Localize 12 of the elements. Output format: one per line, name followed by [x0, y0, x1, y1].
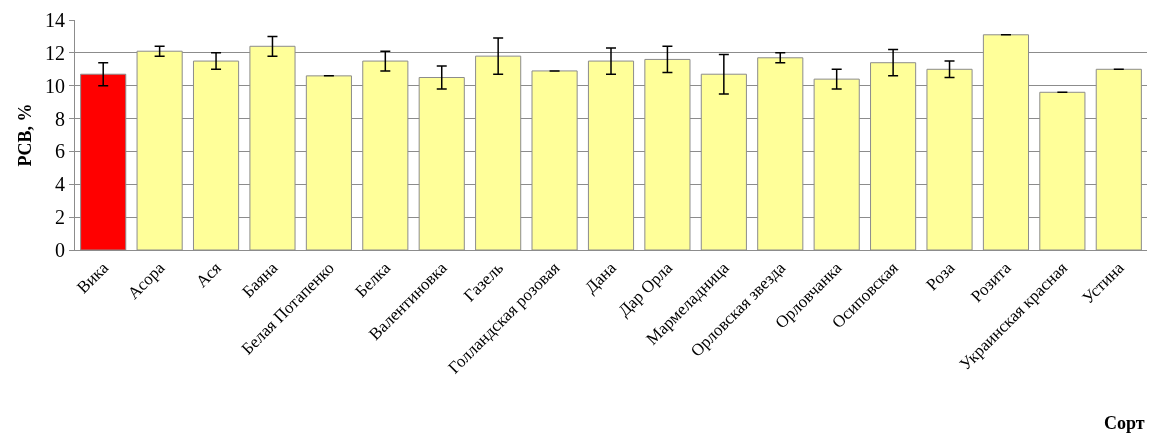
y-tick-label: 2: [55, 206, 65, 229]
y-tick-label: 10: [45, 74, 65, 97]
y-tick-label: 12: [45, 41, 65, 64]
y-axis-title: РСВ, %: [15, 103, 36, 167]
y-tick-label: 8: [55, 107, 65, 130]
x-tick-label: Ася: [192, 258, 226, 291]
x-tick-label: Роза: [922, 257, 959, 295]
x-axis-title: Сорт: [1104, 413, 1145, 433]
y-tick-label: 0: [55, 239, 65, 261]
y-tick-label: 6: [55, 140, 65, 163]
y-tick-label: 4: [55, 173, 65, 196]
y-tick-label: 14: [45, 9, 65, 31]
